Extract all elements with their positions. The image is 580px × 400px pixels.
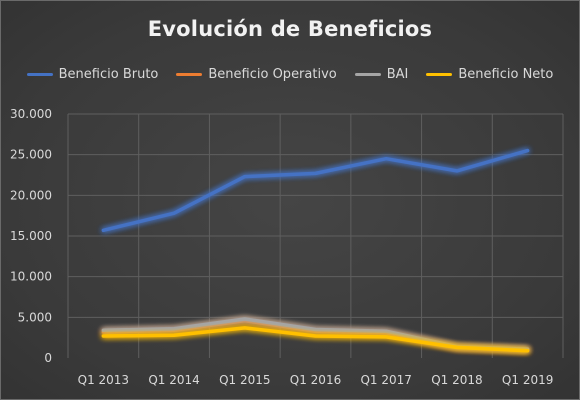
legend-swatch-beneficio-bruto — [26, 73, 53, 76]
series-line-beneficio-bruto — [101, 148, 530, 233]
legend-item-beneficio-bruto: Beneficio Bruto — [26, 67, 159, 82]
y-tick-label: 15.000 — [10, 229, 52, 243]
legend-label-beneficio-bruto: Beneficio Bruto — [58, 67, 159, 82]
legend-label-beneficio-neto: Beneficio Neto — [458, 67, 554, 82]
x-axis-ticks: Q1 2013 Q1 2014 Q1 2015 Q1 2016 Q1 2017 Q1 20… — [78, 373, 554, 387]
data-point-beneficio-bruto — [526, 149, 530, 153]
data-point-beneficio-neto — [172, 333, 176, 337]
y-tick-label: 0 — [44, 351, 52, 365]
gridlines — [67, 113, 564, 358]
legend-swatch-bai — [354, 73, 381, 76]
legend-item-bai: BAI — [354, 67, 409, 82]
x-tick-label: Q1 2018 — [431, 373, 482, 387]
y-tick-label: 10.000 — [10, 270, 52, 284]
y-tick-label: 30.000 — [10, 107, 52, 121]
x-tick-label: Q1 2019 — [502, 373, 553, 387]
legend-label-beneficio-operativo: Beneficio Operativo — [208, 67, 337, 82]
x-tick-label: Q1 2014 — [148, 373, 199, 387]
x-tick-label: Q1 2017 — [360, 373, 411, 387]
data-point-beneficio-bruto — [455, 169, 459, 173]
y-tick-label: 5.000 — [18, 310, 52, 324]
data-point-bai — [243, 317, 247, 321]
legend: Beneficio Bruto Beneficio Operativo BAI … — [1, 67, 579, 82]
data-point-bai — [384, 329, 388, 333]
data-point-beneficio-bruto — [384, 157, 388, 161]
data-point-beneficio-neto — [526, 349, 530, 353]
data-point-beneficio-neto — [384, 335, 388, 339]
y-axis-ticks: 0 5.000 10.000 15.000 20.000 25.000 30.000 — [10, 107, 52, 365]
chart-title: Evolución de Beneficios — [147, 17, 433, 41]
data-point-beneficio-neto — [455, 345, 459, 349]
data-point-beneficio-bruto — [172, 211, 176, 215]
y-tick-label: 25.000 — [10, 148, 52, 162]
legend-item-beneficio-operativo: Beneficio Operativo — [176, 67, 337, 82]
data-point-beneficio-bruto — [101, 228, 105, 232]
data-point-beneficio-neto — [101, 334, 105, 338]
x-tick-label: Q1 2016 — [290, 373, 341, 387]
series-lines — [101, 148, 530, 353]
data-point-bai — [314, 328, 317, 332]
x-tick-label: Q1 2015 — [219, 373, 270, 387]
legend-swatch-beneficio-neto — [426, 73, 453, 76]
legend-swatch-beneficio-operativo — [176, 73, 203, 76]
data-point-beneficio-neto — [314, 334, 317, 338]
legend-label-bai: BAI — [386, 67, 409, 82]
data-point-beneficio-bruto — [314, 171, 317, 175]
x-tick-label: Q1 2013 — [78, 373, 129, 387]
data-point-beneficio-neto — [243, 326, 247, 330]
y-tick-label: 20.000 — [10, 188, 52, 202]
data-point-bai — [172, 327, 176, 331]
data-point-bai — [101, 328, 105, 332]
legend-item-beneficio-neto: Beneficio Neto — [426, 67, 553, 82]
data-point-beneficio-bruto — [243, 175, 247, 179]
